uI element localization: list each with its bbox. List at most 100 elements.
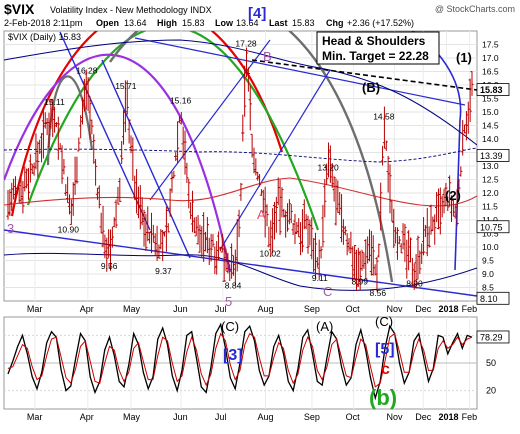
wave-label-b-paren: (B) — [362, 80, 380, 95]
ohlc-bar — [261, 189, 265, 214]
ohlc-bar — [254, 158, 258, 176]
ohlc-bar — [239, 182, 243, 201]
ohlc-bar — [155, 225, 159, 261]
wave-label-b: B — [263, 49, 272, 64]
ohlc-bar — [36, 141, 40, 178]
ohlc-bar — [11, 178, 16, 200]
ohlc-bar — [213, 246, 217, 274]
value-flag: 10.75 — [476, 220, 510, 234]
ohlc-bar — [408, 237, 413, 263]
ohlc-bar — [200, 226, 204, 259]
overlays — [4, 31, 477, 297]
ohlc-bar — [438, 187, 442, 235]
point-label: 15.16 — [170, 96, 192, 106]
ohlc-bar — [26, 168, 31, 200]
price-tick-label: 14.0 — [482, 134, 499, 144]
last-value: 15.83 — [292, 18, 315, 28]
ohlc-bar — [161, 229, 165, 262]
watermark: @ StockCharts.com — [435, 4, 515, 14]
ohlc-bar — [52, 106, 57, 133]
ohlc-bar — [80, 97, 85, 125]
ohlc-bar — [401, 223, 405, 250]
point-label: 10.02 — [260, 248, 282, 258]
ohlc-bar — [362, 252, 366, 269]
ohlc-bar — [364, 239, 368, 280]
ohlc-bar — [123, 80, 127, 133]
ohlc-bar — [369, 230, 373, 276]
ohlc-bar — [244, 47, 249, 78]
month-label: Sep — [304, 304, 320, 314]
ohlc-bar — [377, 243, 381, 258]
oscillator-x-axis: Mar Apr May Jun Jul Aug Sep Oct Nov Dec 2018 Feb — [27, 412, 477, 422]
ohlc-bar — [99, 212, 103, 234]
price-bars — [6, 47, 474, 292]
ohlc-bar — [317, 239, 321, 280]
ohlc-bar — [82, 78, 87, 112]
ohlc-bar — [367, 229, 372, 262]
ohlc-bar — [77, 137, 81, 152]
osc-month-label: Apr — [80, 412, 94, 422]
ohlc-bar — [267, 226, 271, 248]
price-x-axis: Mar Apr May Jun Jul Aug Sep Oct Nov Dec 2018 Feb — [27, 304, 477, 314]
osc-label-c2: (C) — [375, 314, 393, 329]
ohlc-bar — [21, 180, 25, 214]
ohlc-bar — [263, 186, 267, 238]
ohlc-bar — [366, 236, 370, 264]
ohlc-bar — [269, 220, 273, 257]
symbol-label: $VIX — [4, 1, 35, 17]
ohlc-bar — [259, 189, 264, 196]
osc-month-label: Jun — [173, 412, 188, 422]
ohlc-bar — [194, 216, 198, 237]
ohlc-bar — [56, 116, 60, 160]
price-tick-label: 15.0 — [482, 107, 499, 117]
ohlc-bar — [373, 264, 377, 276]
ohlc-bar — [224, 248, 228, 272]
osc-label-5: [5] — [375, 341, 395, 358]
ohlc-bar — [274, 196, 278, 233]
ohlc-bar — [431, 216, 435, 232]
wave-arc-gray — [109, 31, 394, 283]
ohlc-bar — [187, 178, 191, 209]
ohlc-bar — [146, 206, 150, 242]
chg-label: Chg — [326, 18, 344, 28]
point-label: 8.56 — [370, 288, 387, 298]
ohlc-bar — [405, 239, 409, 279]
decline-line-2 — [101, 59, 191, 259]
wave-arc-blue — [411, 31, 462, 271]
middle-envelope — [4, 147, 477, 163]
ohlc-bar — [142, 209, 146, 247]
ohlc-bar — [51, 99, 55, 138]
ohlc-bar — [92, 134, 96, 164]
ohlc-bar — [380, 145, 385, 166]
head-shoulders-neckline — [251, 59, 477, 91]
index-name: Volatility Index - New Methodology INDX — [50, 5, 212, 15]
upper-trend-line — [134, 37, 466, 106]
ohlc-bar — [360, 249, 364, 271]
target-box-line2: Min. Target = 22.28 — [322, 49, 429, 63]
ohlc-bar — [172, 170, 176, 179]
osc-month-label: Nov — [387, 412, 404, 422]
ohlc-bar — [8, 189, 12, 216]
price-tick-label: 12.5 — [482, 175, 499, 185]
point-label: 9.56 — [101, 261, 118, 271]
ohlc-bar — [306, 215, 310, 254]
month-label: Jun — [173, 304, 188, 314]
ohlc-bar — [319, 246, 323, 259]
ohlc-bar — [379, 182, 383, 231]
point-label: 9.11 — [312, 273, 328, 283]
ohlc-bar — [49, 99, 53, 129]
lower-envelope — [4, 252, 477, 291]
wave-label-1: (1) — [456, 50, 472, 65]
ohlc-bar — [407, 230, 411, 271]
ohlc-bar — [174, 152, 178, 161]
ohlc-bar — [127, 119, 131, 144]
ohlc-bar — [390, 200, 394, 222]
wave-arc-gray-small — [46, 75, 94, 166]
ohlc-bar — [131, 137, 135, 181]
ohlc-bar — [64, 184, 68, 197]
ohlc-bar — [442, 188, 446, 214]
ohlc-bar — [101, 205, 105, 248]
ohlc-bar — [276, 177, 280, 206]
ohlc-bar — [334, 178, 338, 226]
value-flag: 13.39 — [476, 149, 510, 162]
